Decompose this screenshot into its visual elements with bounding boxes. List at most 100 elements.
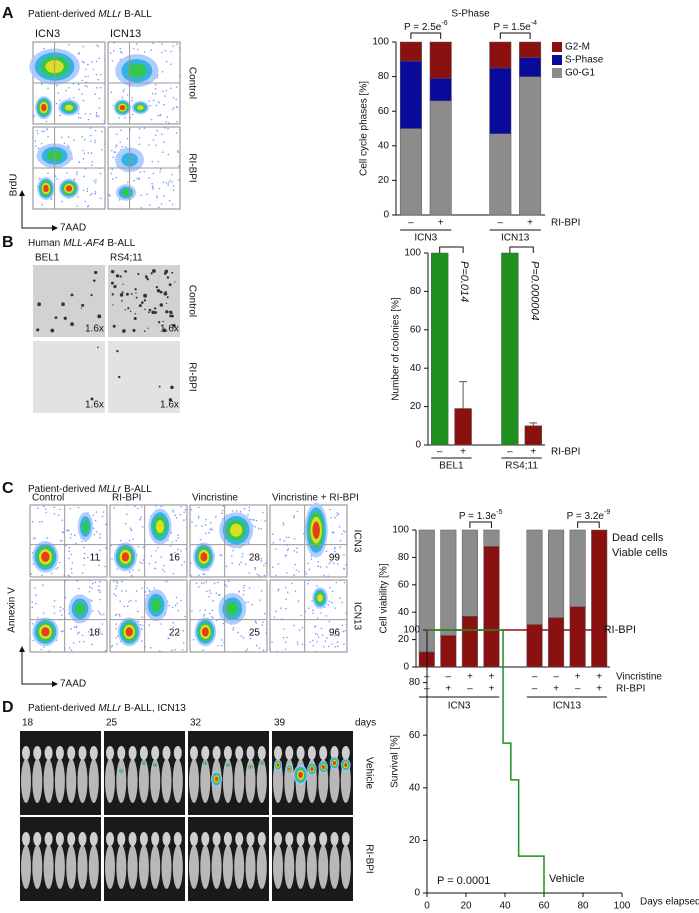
event-dot — [327, 575, 329, 577]
event-dot — [148, 589, 150, 592]
event-dot — [334, 550, 336, 553]
event-dot — [328, 562, 331, 565]
event-dot — [335, 581, 338, 584]
y-axis-label: Survival [%] — [390, 735, 401, 788]
event-dot — [254, 525, 256, 528]
event-dot — [272, 566, 274, 568]
event-dot — [141, 628, 143, 630]
event-dot — [43, 505, 45, 508]
mouse-head — [201, 832, 210, 846]
mouse — [284, 845, 295, 889]
event-dot — [220, 554, 223, 557]
event-dot — [66, 172, 68, 174]
event-dot — [241, 553, 244, 555]
event-dot — [336, 514, 338, 517]
significance-bracket — [439, 246, 464, 253]
flow-plot — [269, 502, 348, 578]
mouse-head — [190, 832, 198, 846]
event-dot — [238, 563, 241, 566]
event-dot — [70, 568, 73, 570]
y-axis-label: Cell cycle phases [%] — [359, 81, 370, 176]
event-dot — [177, 634, 180, 637]
event-dot — [294, 563, 297, 566]
mouse — [105, 759, 115, 803]
colony — [171, 271, 174, 274]
event-dot — [32, 116, 35, 118]
event-dot — [221, 509, 224, 512]
event-dot — [115, 588, 117, 590]
row-label: RI-BPI — [186, 362, 197, 391]
tumor-signal — [274, 759, 282, 771]
mouse — [138, 845, 149, 889]
heading-part: MLLr — [98, 484, 121, 495]
event-dot — [265, 632, 268, 635]
event-dot — [146, 193, 148, 195]
colony — [122, 283, 124, 285]
colony — [174, 281, 176, 283]
event-dot — [172, 626, 175, 628]
event-dot — [222, 505, 225, 507]
mouse-head — [212, 746, 221, 760]
event-dot — [103, 59, 106, 61]
event-dot — [161, 133, 163, 136]
event-dot — [102, 511, 105, 513]
event-dot — [325, 615, 328, 617]
event-dot — [41, 130, 43, 133]
bar-segment — [461, 616, 478, 668]
event-dot — [328, 600, 331, 603]
event-dot — [130, 529, 133, 531]
mouse — [222, 845, 233, 889]
event-dot — [121, 52, 123, 54]
density-blob — [214, 776, 219, 782]
event-dot — [45, 508, 47, 510]
event-dot — [282, 524, 285, 526]
event-dot — [225, 585, 228, 588]
event-dot — [126, 94, 129, 96]
event-dot — [84, 138, 86, 141]
event-dot — [247, 514, 249, 516]
event-dot — [42, 584, 44, 586]
event-dot — [74, 534, 76, 537]
event-dot — [37, 147, 40, 150]
event-dot — [37, 616, 39, 619]
event-dot — [99, 86, 102, 89]
event-dot — [112, 104, 115, 107]
mouse-head — [78, 832, 87, 846]
event-dot — [163, 195, 166, 197]
y-tick-label: 60 — [409, 730, 421, 741]
colony — [172, 323, 176, 328]
event-dot — [260, 557, 263, 560]
event-dot — [328, 620, 331, 623]
event-dot — [184, 509, 187, 511]
event-dot — [53, 612, 56, 615]
event-dot — [169, 545, 172, 547]
event-dot — [131, 569, 134, 571]
event-dot — [154, 83, 157, 86]
event-dot — [139, 623, 142, 626]
event-dot — [260, 560, 263, 562]
event-dot — [316, 634, 319, 636]
event-dot — [87, 63, 89, 66]
colony — [145, 275, 148, 279]
event-dot — [316, 585, 318, 587]
event-dot — [78, 640, 81, 643]
quadrant-percent: 18 — [89, 628, 101, 639]
event-dot — [336, 563, 339, 565]
row-label: Vincristine — [616, 672, 662, 683]
event-dot — [242, 593, 245, 596]
mouse-head — [319, 746, 328, 760]
event-dot — [344, 531, 347, 533]
event-dot — [91, 610, 94, 612]
flow-plot — [109, 579, 188, 653]
event-dot — [114, 594, 117, 597]
row-symbol: + — [527, 218, 533, 229]
event-dot — [93, 141, 96, 144]
image-bg — [33, 265, 105, 337]
event-dot — [57, 92, 60, 94]
density-blob — [298, 771, 303, 779]
mouse — [116, 845, 127, 889]
flow-plot — [269, 579, 348, 653]
event-dot — [204, 524, 207, 526]
y-tick-label: 20 — [409, 835, 421, 846]
tumor-signal — [307, 762, 317, 776]
